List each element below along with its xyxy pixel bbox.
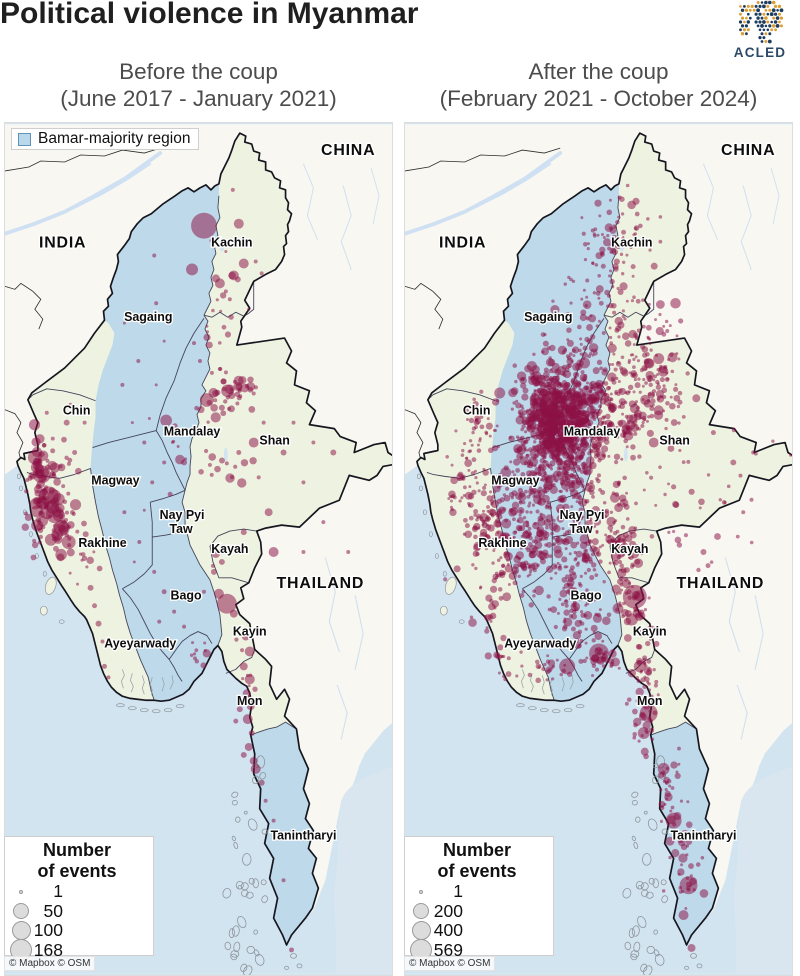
- svg-text:Chin: Chin: [463, 404, 491, 418]
- svg-text:Taw: Taw: [169, 522, 193, 536]
- svg-text:Kachin: Kachin: [211, 236, 252, 250]
- svg-text:Nay Pyi: Nay Pyi: [560, 508, 605, 522]
- svg-text:Kayin: Kayin: [233, 625, 267, 639]
- svg-text:Kayah: Kayah: [611, 542, 648, 556]
- svg-text:CHINA: CHINA: [721, 142, 775, 159]
- svg-text:THAILAND: THAILAND: [677, 575, 765, 592]
- svg-text:Sagaing: Sagaing: [124, 310, 172, 324]
- svg-text:INDIA: INDIA: [39, 235, 86, 252]
- svg-text:Taw: Taw: [569, 522, 593, 536]
- svg-text:Bago: Bago: [171, 589, 202, 603]
- svg-text:THAILAND: THAILAND: [277, 575, 365, 592]
- svg-text:Ayeyarwady: Ayeyarwady: [504, 636, 576, 650]
- svg-text:Sagaing: Sagaing: [524, 310, 572, 324]
- svg-text:Magway: Magway: [491, 473, 539, 487]
- svg-text:Kayah: Kayah: [211, 542, 248, 556]
- svg-text:Ayeyarwady: Ayeyarwady: [104, 636, 176, 650]
- svg-text:Rakhine: Rakhine: [478, 536, 526, 550]
- svg-text:Tanintharyi: Tanintharyi: [670, 828, 736, 842]
- svg-text:Kachin: Kachin: [611, 236, 652, 250]
- svg-text:Rakhine: Rakhine: [78, 536, 126, 550]
- svg-text:Shan: Shan: [659, 434, 689, 448]
- svg-text:Magway: Magway: [91, 473, 139, 487]
- svg-text:Mandalay: Mandalay: [164, 425, 221, 439]
- svg-text:Bago: Bago: [571, 589, 602, 603]
- svg-text:Mandalay: Mandalay: [564, 425, 621, 439]
- svg-text:Chin: Chin: [63, 404, 91, 418]
- svg-text:ACLED: ACLED: [734, 45, 787, 60]
- svg-text:Nay Pyi: Nay Pyi: [160, 508, 205, 522]
- svg-text:Tanintharyi: Tanintharyi: [270, 828, 336, 842]
- svg-text:Shan: Shan: [259, 434, 289, 448]
- svg-text:Mon: Mon: [637, 694, 663, 708]
- svg-text:INDIA: INDIA: [439, 235, 486, 252]
- svg-text:Kayin: Kayin: [633, 625, 667, 639]
- svg-text:Mon: Mon: [237, 694, 263, 708]
- svg-text:CHINA: CHINA: [321, 142, 375, 159]
